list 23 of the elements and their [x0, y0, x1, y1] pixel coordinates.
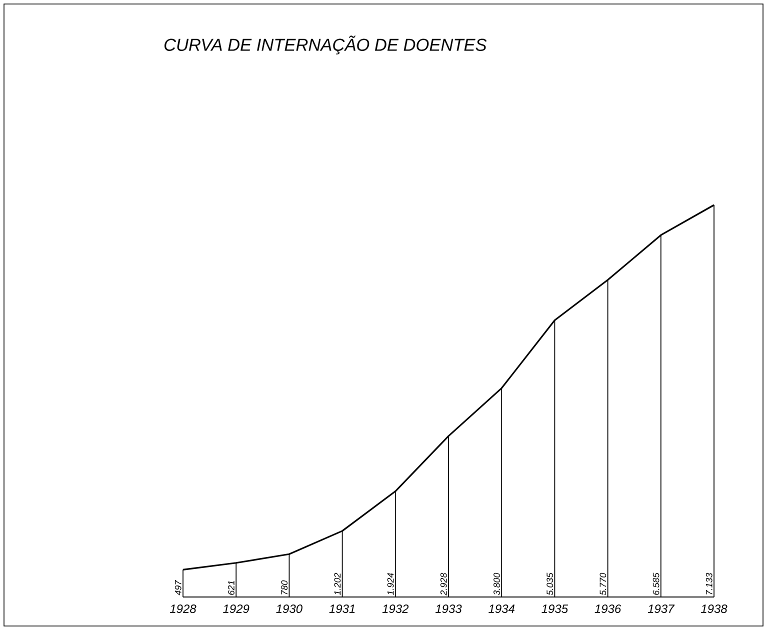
x-tick-label: 1938 — [700, 604, 728, 614]
data-label: 7.133 — [706, 572, 712, 594]
x-tick-label: 1931 — [329, 604, 355, 614]
x-tick-label: 1933 — [435, 604, 462, 614]
x-tick-label: 1936 — [594, 604, 622, 614]
data-label: 5.035 — [546, 572, 554, 596]
chart-title: CURVA DE INTERNAÇÃO DE DOENTES — [164, 36, 487, 54]
x-tick-label: 1928 — [170, 604, 196, 614]
x-tick-label: 1935 — [542, 604, 568, 614]
data-label: 497 — [174, 580, 182, 596]
data-label: 2.928 — [440, 572, 447, 596]
x-tick-label: 1932 — [382, 604, 409, 614]
x-tick-label: 1930 — [276, 604, 302, 614]
data-label: 621 — [228, 581, 234, 595]
x-tick-label: 1937 — [648, 604, 675, 614]
data-label: 1.924 — [387, 573, 394, 596]
x-tick-label: 1934 — [488, 604, 514, 614]
data-label: 5.770 — [600, 572, 606, 596]
data-label: 1.202 — [334, 572, 341, 596]
data-label: 780 — [281, 580, 288, 594]
data-label: 6.585 — [652, 572, 660, 595]
x-tick-label: 1929 — [223, 604, 250, 614]
data-label: 3.800 — [494, 572, 500, 596]
